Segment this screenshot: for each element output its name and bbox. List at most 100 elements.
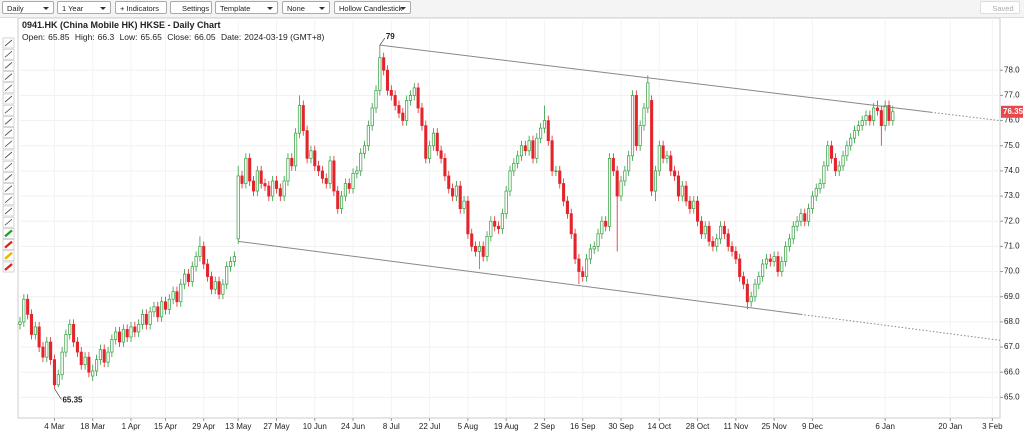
candle-body bbox=[175, 291, 179, 303]
candle-body bbox=[699, 220, 703, 235]
candle-body bbox=[722, 225, 726, 235]
candle-body bbox=[72, 324, 76, 343]
x-tick-label: 6 Jan bbox=[875, 422, 895, 431]
candle-body bbox=[562, 183, 566, 202]
candle-body bbox=[431, 132, 435, 147]
candle-body bbox=[167, 298, 171, 310]
candle-body bbox=[527, 140, 531, 152]
candle-body bbox=[757, 276, 761, 285]
close-value: 66.05 bbox=[194, 32, 216, 42]
trendline bbox=[379, 44, 932, 113]
template-select[interactable]: Template bbox=[215, 1, 278, 14]
y-tick-label: 76.0 bbox=[1004, 116, 1020, 125]
candle-body bbox=[741, 276, 746, 285]
candle-body bbox=[33, 326, 37, 335]
candle-body bbox=[435, 132, 439, 152]
candle-body bbox=[206, 263, 210, 277]
high-annotation: 79 bbox=[386, 32, 395, 41]
candle-body bbox=[688, 200, 692, 210]
candle-body bbox=[642, 107, 646, 126]
candle-body bbox=[493, 220, 497, 227]
settings-button[interactable]: Settings bbox=[170, 1, 212, 14]
candle-body bbox=[186, 273, 190, 282]
candle-body bbox=[378, 57, 382, 91]
candle-body bbox=[397, 105, 401, 114]
candle-body bbox=[362, 145, 367, 154]
y-tick-label: 78.0 bbox=[1004, 65, 1020, 74]
y-tick-label: 74.0 bbox=[1004, 166, 1020, 175]
candle-body bbox=[22, 298, 26, 323]
candle-body bbox=[592, 246, 596, 250]
candle-body bbox=[271, 180, 275, 197]
candle-body bbox=[585, 258, 589, 277]
interval-select[interactable]: Daily bbox=[2, 1, 54, 14]
candle-body bbox=[711, 241, 715, 247]
last-price-label: 76.35 bbox=[1003, 107, 1024, 116]
candle-body bbox=[451, 188, 455, 197]
candle-body bbox=[791, 225, 795, 240]
candle-body bbox=[849, 137, 853, 147]
y-tick-label: 73.0 bbox=[1004, 191, 1020, 200]
date-label: Date: bbox=[220, 32, 242, 42]
candle-body bbox=[795, 220, 799, 227]
candle-body bbox=[481, 246, 485, 257]
y-tick-label: 65.0 bbox=[1004, 392, 1020, 401]
x-tick-label: 14 Oct bbox=[648, 422, 672, 431]
candle-body bbox=[619, 180, 623, 197]
high-label: High: bbox=[74, 32, 95, 42]
candle-body bbox=[359, 152, 363, 172]
candle-body bbox=[630, 95, 635, 157]
tool-glyph bbox=[4, 151, 13, 159]
candle-body bbox=[102, 349, 106, 363]
candle-body bbox=[290, 157, 294, 167]
x-tick-label: 4 Mar bbox=[44, 422, 65, 431]
candle-body bbox=[581, 271, 585, 277]
candle-body bbox=[634, 95, 638, 147]
candle-body bbox=[183, 273, 187, 285]
candle-body bbox=[607, 157, 612, 227]
overlay-select[interactable]: None bbox=[282, 1, 330, 14]
candle-body bbox=[558, 170, 562, 184]
candle-body bbox=[343, 183, 347, 197]
candle-body bbox=[864, 115, 868, 121]
candle-body bbox=[110, 339, 114, 353]
candle-body bbox=[764, 258, 769, 265]
candle-body bbox=[653, 170, 658, 192]
candle-body bbox=[466, 200, 470, 235]
candle-body bbox=[133, 326, 137, 333]
candle-body bbox=[263, 183, 267, 187]
candle-body bbox=[160, 301, 164, 318]
candle-body bbox=[749, 296, 753, 303]
candle-body bbox=[623, 170, 627, 182]
candle-body bbox=[787, 238, 791, 247]
candle-body bbox=[485, 235, 489, 257]
candle-body bbox=[684, 185, 688, 202]
candle-body bbox=[470, 233, 474, 247]
candle-body bbox=[144, 313, 148, 325]
date-value: 2024-03-19 (GMT+8) bbox=[244, 32, 325, 42]
chart-style-select[interactable]: Hollow Candlestick bbox=[334, 1, 411, 14]
candle-body bbox=[171, 291, 175, 300]
y-tick-label: 75.0 bbox=[1004, 141, 1020, 150]
candle-body bbox=[79, 351, 83, 366]
candle-body bbox=[535, 137, 539, 159]
candle-body bbox=[64, 334, 68, 353]
candle-body bbox=[745, 283, 749, 303]
candle-body bbox=[52, 359, 56, 386]
open-label: Open: bbox=[22, 32, 46, 42]
candle-body bbox=[447, 175, 451, 189]
tool-glyph bbox=[4, 95, 13, 103]
candle-body bbox=[217, 281, 221, 295]
candle-body bbox=[49, 341, 53, 360]
candle-body bbox=[225, 266, 229, 285]
saved-button[interactable]: Saved bbox=[980, 1, 1020, 14]
candle-body bbox=[600, 220, 604, 235]
tool-glyph bbox=[4, 207, 13, 215]
candle-body bbox=[424, 125, 428, 159]
range-select[interactable]: 1 Year bbox=[57, 1, 111, 14]
candle-body bbox=[190, 266, 194, 282]
indicators-button[interactable]: + Indicators bbox=[115, 1, 167, 14]
candle-body bbox=[542, 120, 546, 129]
candle-body bbox=[301, 105, 305, 132]
